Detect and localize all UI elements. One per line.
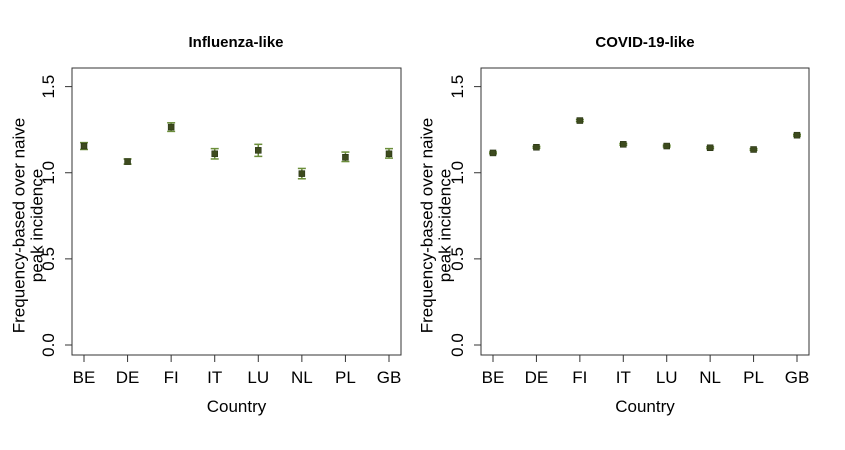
y-tick-label: 0.0 xyxy=(448,333,467,357)
x-tick-label: DE xyxy=(525,368,549,387)
y-tick-label: 0.5 xyxy=(39,247,58,271)
plot-frame xyxy=(480,67,810,356)
x-tick-label: BE xyxy=(73,368,96,387)
plot-frame xyxy=(71,67,402,356)
x-tick-label: GB xyxy=(785,368,810,387)
x-tick-label: LU xyxy=(247,368,269,387)
y-tick-label: 0.5 xyxy=(448,247,467,271)
data-point xyxy=(620,141,627,148)
chart-title: COVID-19-like xyxy=(595,34,694,51)
data-point xyxy=(793,131,801,139)
data-point xyxy=(750,146,757,153)
data-point xyxy=(489,149,497,157)
x-tick-label: IT xyxy=(207,368,222,387)
y-axis-label-line-1: Frequency-based over naive xyxy=(9,118,28,333)
y-axis-label-line-1: Frequency-based over naive xyxy=(417,118,436,333)
data-point xyxy=(576,117,584,124)
x-tick-label: FI xyxy=(572,368,587,387)
data-point xyxy=(298,170,306,177)
y-tick-label: 1.5 xyxy=(39,75,58,99)
y-axis-label-line-2: peak incidence xyxy=(27,169,46,282)
data-point xyxy=(211,150,218,158)
x-tick-label: LU xyxy=(656,368,678,387)
data-point xyxy=(255,147,262,154)
data-point xyxy=(385,150,393,158)
data-point xyxy=(533,143,540,151)
x-tick-label: FI xyxy=(164,368,179,387)
x-tick-label: DE xyxy=(116,368,140,387)
chart-panel-1: Influenza-like 0.0 0.5 1.0 1.5 BE DE FI IT LU NL PL… xyxy=(9,34,402,416)
x-tick-label: PL xyxy=(335,368,356,387)
y-axis-label-line-2: peak incidence xyxy=(435,169,454,282)
x-tick-label: GB xyxy=(377,368,402,387)
x-tick-label: PL xyxy=(743,368,764,387)
x-axis-label: Country xyxy=(615,397,675,416)
data-point xyxy=(167,123,175,131)
y-tick-label: 1.0 xyxy=(39,161,58,185)
data-point xyxy=(124,158,131,165)
x-tick-label: NL xyxy=(291,368,313,387)
x-tick-label: NL xyxy=(699,368,721,387)
y-tick-label: 1.0 xyxy=(448,161,467,185)
chart-title: Influenza-like xyxy=(188,34,283,51)
data-point xyxy=(663,142,670,150)
y-tick-label: 1.5 xyxy=(448,75,467,99)
chart-panel-2: COVID-19-like 0.0 0.5 1.0 1.5 BE DE FI IT LU NL PL G… xyxy=(417,34,810,416)
x-tick-label: BE xyxy=(482,368,505,387)
x-axis-label: Country xyxy=(207,397,267,416)
data-point xyxy=(706,144,714,152)
x-tick-label: IT xyxy=(616,368,631,387)
data-point xyxy=(342,153,349,161)
y-tick-label: 0.0 xyxy=(39,333,58,357)
data-point xyxy=(80,142,88,150)
